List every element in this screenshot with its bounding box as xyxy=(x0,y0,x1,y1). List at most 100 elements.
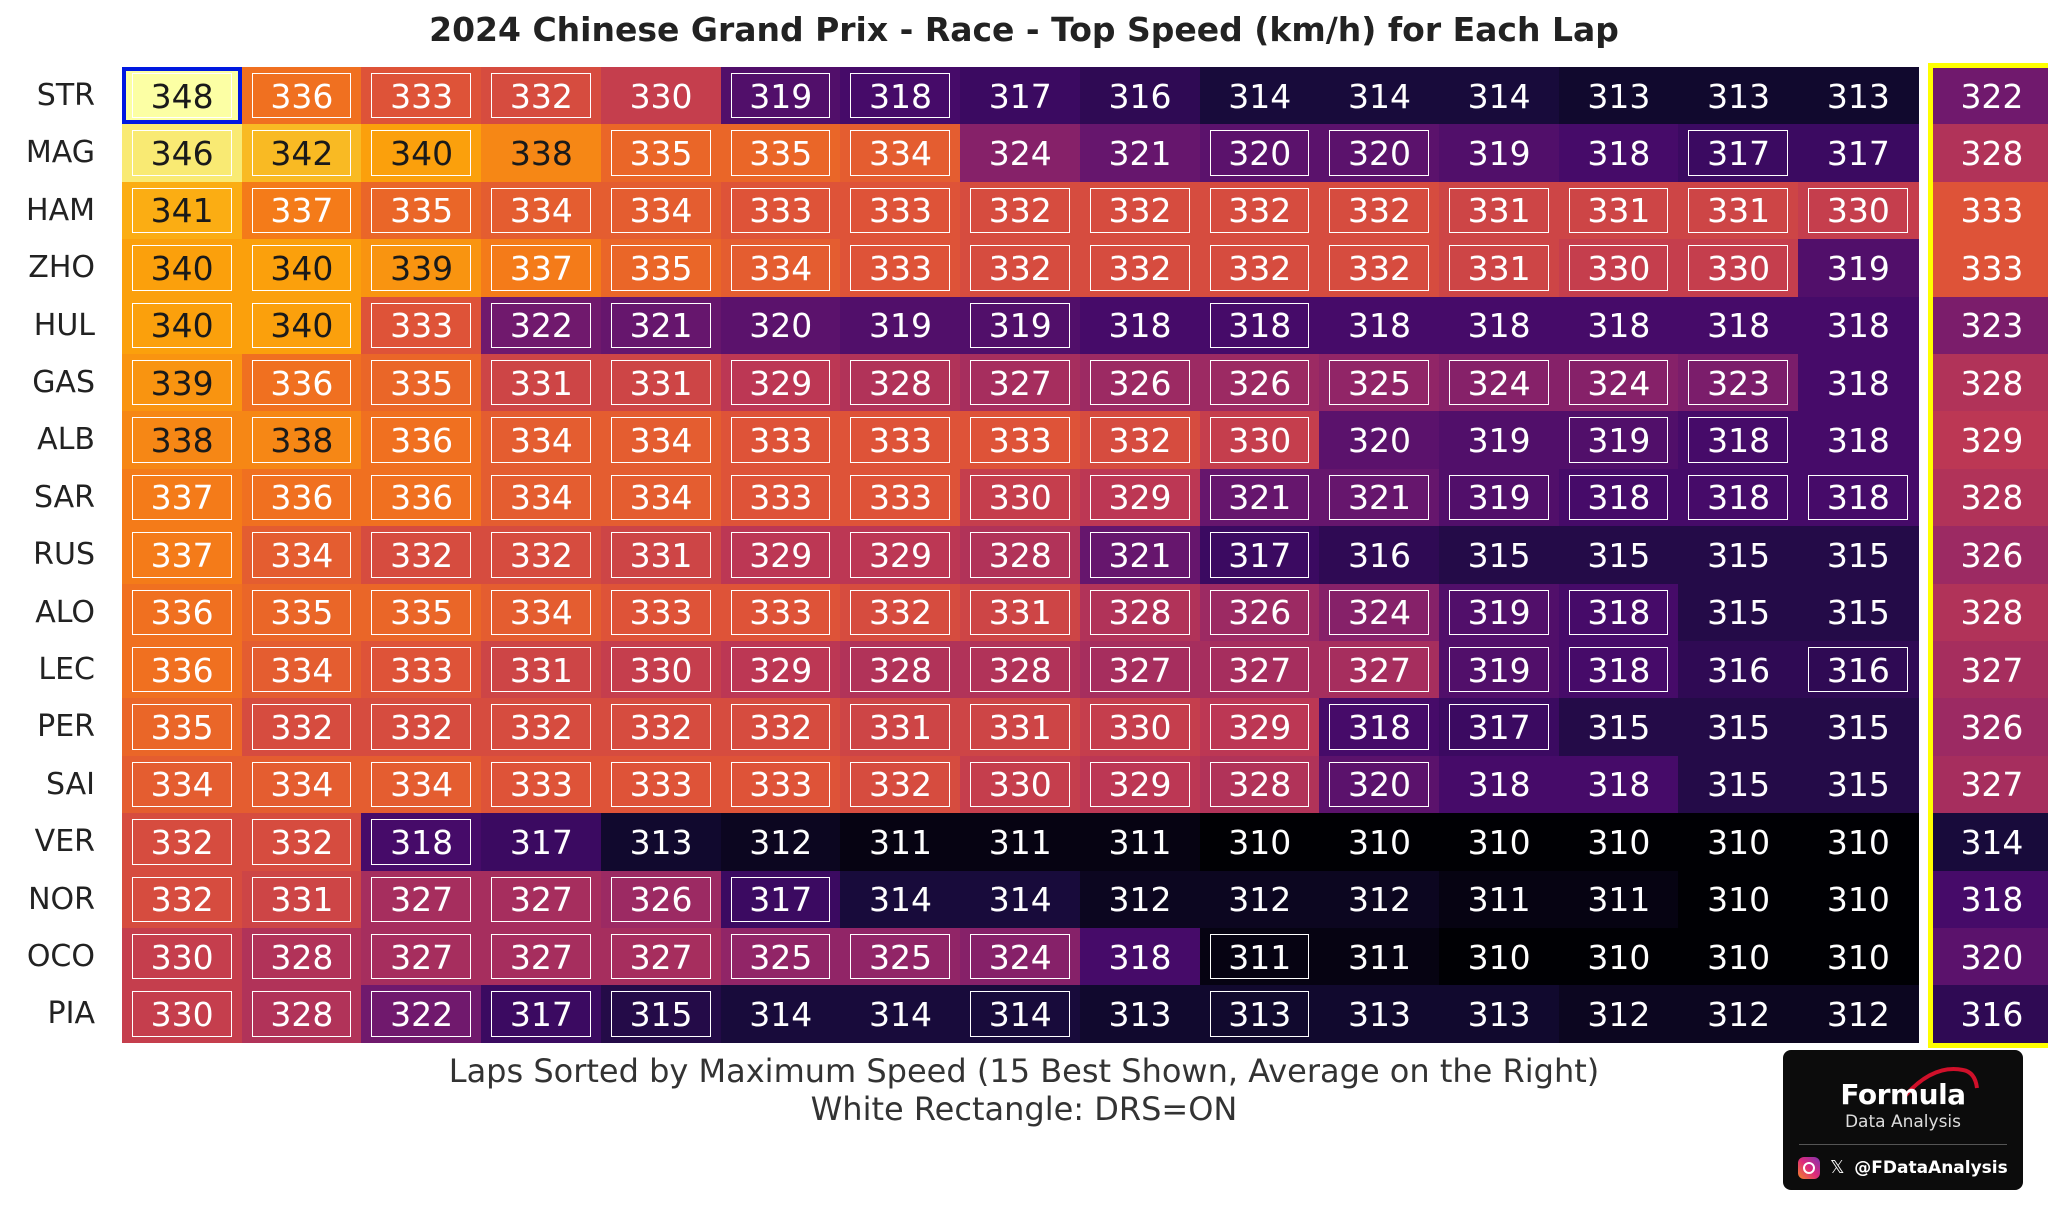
heatmap-cell: 319 xyxy=(1558,411,1680,470)
drs-indicator xyxy=(970,991,1070,1037)
heatmap-cell: 311 xyxy=(1439,870,1560,929)
drs-indicator xyxy=(371,130,472,176)
drs-indicator xyxy=(132,245,232,291)
drs-indicator xyxy=(730,876,831,922)
drs-indicator xyxy=(850,245,951,291)
drs-indicator xyxy=(730,187,831,234)
drs-indicator xyxy=(730,130,831,176)
drs-indicator xyxy=(1209,417,1310,463)
heatmap-cell: 330 xyxy=(1798,181,1919,240)
social-row: 𝕏 @FDataAnalysis xyxy=(1783,1155,2023,1181)
heatmap-cell: 315 xyxy=(1678,583,1799,642)
drs-indicator xyxy=(1449,647,1549,693)
heatmap-cell: 336 xyxy=(241,67,363,125)
heatmap-cell: 331 xyxy=(960,698,1081,757)
drs-indicator xyxy=(251,187,352,234)
drs-indicator xyxy=(132,302,232,348)
drs-indicator xyxy=(1329,589,1430,635)
heatmap-cell: 318 xyxy=(1798,468,1919,527)
heatmap-cell: 319 xyxy=(960,296,1081,355)
drs-indicator xyxy=(610,532,711,578)
heatmap-cell: 339 xyxy=(361,239,482,298)
drs-indicator xyxy=(1209,187,1310,234)
heatmap-cell: 334 xyxy=(840,124,961,183)
drs-indicator xyxy=(251,761,352,808)
drs-indicator xyxy=(491,704,591,750)
heatmap-cell: 329 xyxy=(840,526,961,585)
x-icon[interactable]: 𝕏 xyxy=(1829,1157,1845,1178)
heatmap-cell: 333 xyxy=(840,181,961,240)
row-label-ham: HAM xyxy=(26,192,95,228)
row-label-mag: MAG xyxy=(25,135,95,171)
heatmap-cell: 312 xyxy=(1558,985,1680,1044)
heatmap-cell: 331 xyxy=(481,354,602,412)
heatmap-cell: 328 xyxy=(840,354,961,412)
drs-indicator xyxy=(610,589,711,635)
heatmap-cell: 332 xyxy=(122,813,243,872)
drs-indicator xyxy=(251,474,352,521)
drs-indicator xyxy=(850,474,951,521)
drs-indicator xyxy=(610,130,711,176)
drs-indicator xyxy=(610,474,711,521)
heatmap-cell: 334 xyxy=(122,755,243,814)
heatmap-cell: 318 xyxy=(1558,468,1680,527)
heatmap-cell: 319 xyxy=(1439,468,1560,527)
drs-indicator xyxy=(730,532,831,578)
drs-indicator xyxy=(610,245,711,291)
heatmap-cell: 331 xyxy=(481,641,602,699)
drs-indicator xyxy=(610,417,711,463)
heatmap-cell: 340 xyxy=(122,296,243,355)
heatmap-cell: 317 xyxy=(1678,124,1799,183)
drs-indicator xyxy=(1568,647,1669,693)
heatmap-cell: 334 xyxy=(600,411,722,470)
drs-indicator xyxy=(132,647,232,693)
heatmap-cell: 340 xyxy=(241,296,363,355)
heatmap-cell: 318 xyxy=(1079,296,1201,355)
heatmap-cell: 329 xyxy=(1079,468,1201,527)
drs-indicator xyxy=(371,302,472,348)
heatmap-cell: 332 xyxy=(481,67,602,125)
heatmap-cell: 333 xyxy=(361,296,482,355)
heatmap-cell: 333 xyxy=(720,181,841,240)
average-cell: 327 xyxy=(1931,641,2048,699)
instagram-icon[interactable] xyxy=(1798,1157,1821,1179)
heatmap-cell: 312 xyxy=(1798,985,1919,1044)
heatmap-cell: 325 xyxy=(720,928,841,986)
heatmap-cell: 332 xyxy=(1079,239,1201,298)
drs-indicator xyxy=(610,876,711,922)
row-label-gas: GAS xyxy=(32,365,95,400)
drs-indicator xyxy=(251,245,352,291)
heatmap-cell: 320 xyxy=(1319,755,1440,814)
drs-indicator xyxy=(1449,704,1549,750)
heatmap-cell: 342 xyxy=(241,124,363,183)
drs-indicator xyxy=(371,647,472,693)
heatmap-cell: 336 xyxy=(361,468,482,527)
heatmap-cell: 328 xyxy=(960,526,1081,585)
heatmap-cell: 330 xyxy=(1079,698,1201,757)
heatmap-cell: 327 xyxy=(1079,641,1201,699)
heatmap-cell: 313 xyxy=(1439,985,1560,1044)
heatmap-cell: 340 xyxy=(361,124,482,183)
average-column-frame xyxy=(1927,63,2048,1048)
drs-indicator xyxy=(251,417,352,463)
drs-indicator xyxy=(1568,187,1669,234)
drs-indicator xyxy=(371,417,472,463)
drs-indicator xyxy=(491,589,591,635)
heatmap-cell: 311 xyxy=(1319,928,1440,986)
heatmap-cell: 319 xyxy=(840,296,961,355)
heatmap-cell: 312 xyxy=(1319,870,1440,929)
heatmap-cell: 311 xyxy=(1199,928,1320,986)
heatmap-cell: 312 xyxy=(1079,870,1201,929)
logo-brand: Formula xyxy=(1840,1078,1966,1111)
drs-indicator xyxy=(1209,589,1310,635)
drs-indicator xyxy=(371,761,472,808)
average-cell: 322 xyxy=(1931,67,2048,125)
heatmap-cell: 319 xyxy=(1798,239,1919,298)
drs-indicator xyxy=(491,532,591,578)
heatmap-cell: 318 xyxy=(1558,641,1680,699)
heatmap-cell: 314 xyxy=(1439,67,1560,125)
drs-indicator xyxy=(1688,474,1789,521)
heatmap-cell: 319 xyxy=(1439,641,1560,699)
heatmap-cell: 330 xyxy=(1678,239,1799,298)
social-handle[interactable]: @FDataAnalysis xyxy=(1854,1158,2008,1178)
